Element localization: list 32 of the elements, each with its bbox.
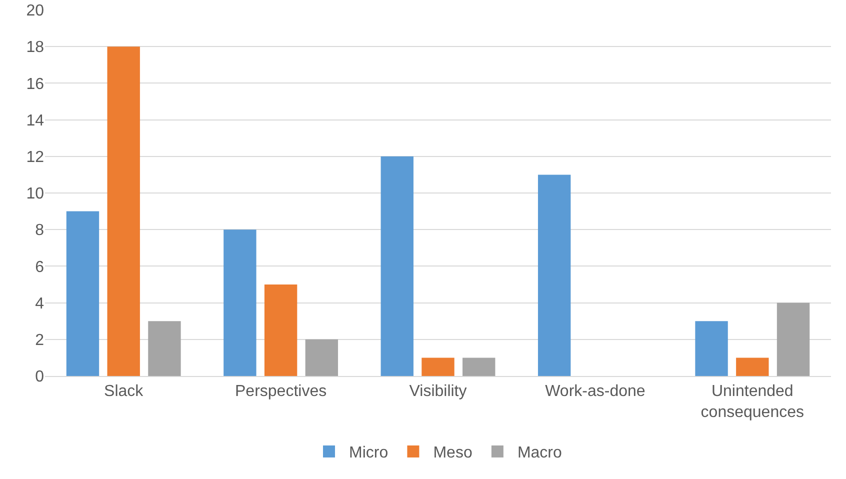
bar <box>148 321 181 376</box>
y-tick-label: 12 <box>26 149 44 166</box>
x-tick-label: Unintended consequences <box>700 383 804 421</box>
bar <box>462 358 496 376</box>
legend-label: Meso <box>433 444 472 462</box>
y-tick-label: 16 <box>26 76 44 93</box>
legend-label: Micro <box>349 444 388 462</box>
bar <box>776 302 810 376</box>
y-tick-label: 14 <box>26 112 44 130</box>
bar <box>264 284 298 376</box>
x-tick-label: Slack <box>104 383 144 400</box>
bar <box>380 156 414 376</box>
bar <box>736 358 769 376</box>
y-tick-label: 4 <box>35 295 44 312</box>
x-tick-label: Perspectives <box>235 383 327 400</box>
bar <box>107 46 140 376</box>
y-tick-label: 10 <box>26 186 44 203</box>
y-tick-label: 20 <box>26 2 44 20</box>
bar <box>66 211 100 376</box>
y-tick-label: 6 <box>35 258 44 276</box>
y-tick-label: 2 <box>35 332 44 349</box>
x-tick-label: Work-as-done <box>545 383 646 400</box>
y-tick-label: 8 <box>35 222 44 240</box>
y-tick-label: 0 <box>35 368 44 386</box>
bar <box>695 321 728 376</box>
legend-label: Macro <box>517 444 562 462</box>
bar <box>224 230 256 376</box>
bar <box>305 339 338 376</box>
bar <box>538 174 571 376</box>
y-tick-label: 18 <box>26 39 44 56</box>
x-tick-label: Visibility <box>409 383 467 400</box>
bar <box>422 358 454 376</box>
